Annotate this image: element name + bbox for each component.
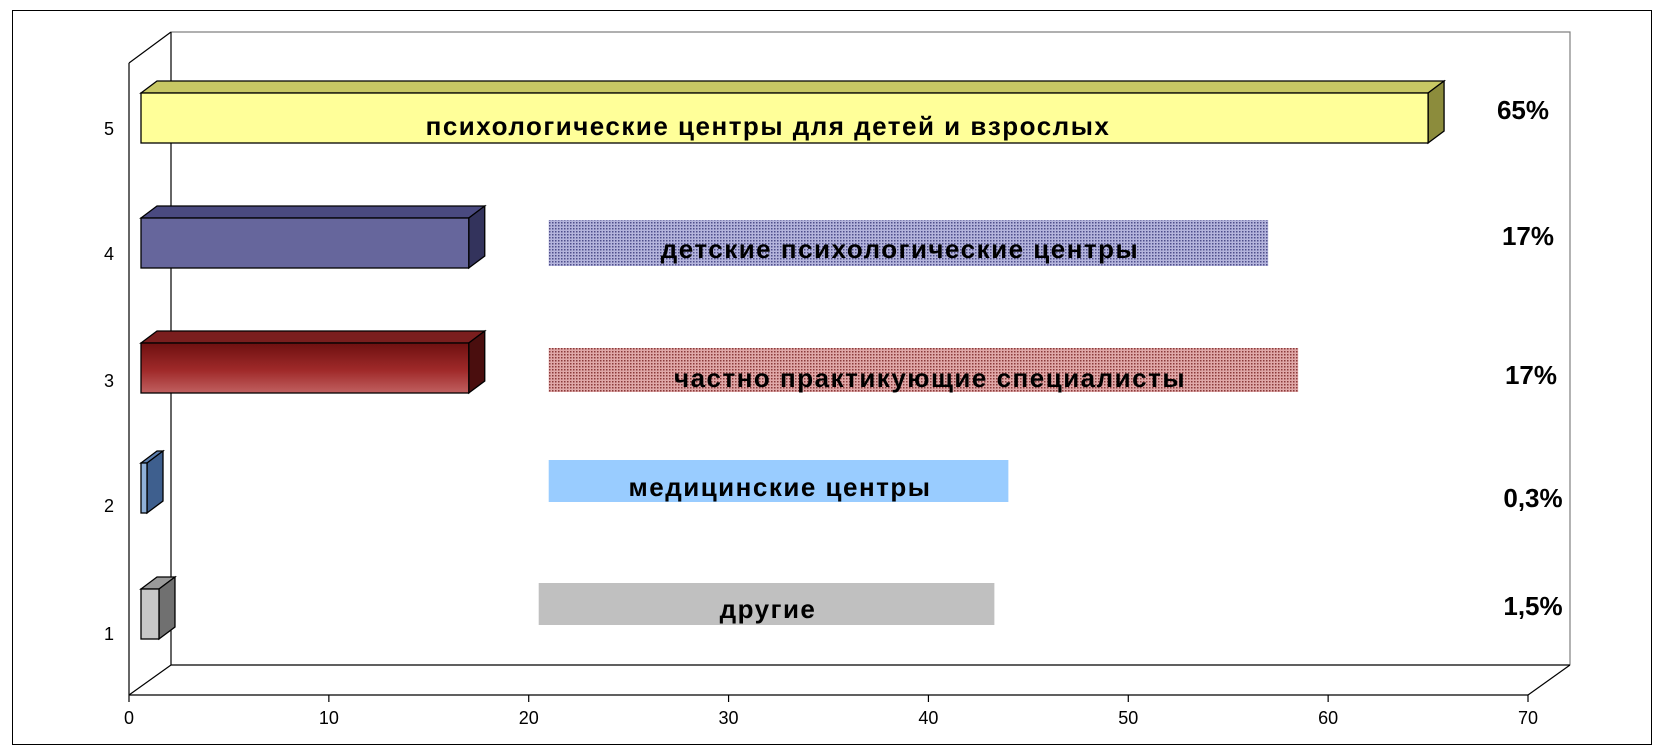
x-tick-label: 0 — [124, 708, 134, 728]
legend-box — [548, 220, 1269, 266]
x-tick-label: 30 — [719, 708, 739, 728]
bar — [139, 449, 165, 515]
bar-face — [140, 92, 1429, 144]
category-label: другие — [720, 594, 817, 624]
y-tick-label: 2 — [104, 496, 114, 516]
x-axis-ticks: 0 10 20 30 40 50 60 70 — [124, 695, 1538, 728]
category-label: психологические центры для детей и взрос… — [426, 111, 1111, 141]
y-tick-label: 1 — [104, 624, 114, 644]
value-label: 17% — [1505, 360, 1557, 390]
category-label: детские психологические центры — [661, 234, 1140, 264]
back-wall — [171, 31, 1571, 665]
bar-face — [140, 462, 148, 514]
value-label: 0,3% — [1503, 483, 1562, 513]
x-tick-label: 40 — [918, 708, 938, 728]
bar-face — [140, 217, 470, 269]
value-label: 17% — [1502, 221, 1554, 251]
bar — [139, 204, 487, 270]
bar — [139, 575, 177, 641]
wall-top-diagonal — [128, 31, 172, 64]
y-tick-label: 5 — [104, 119, 114, 139]
floor-left-diagonal — [128, 664, 172, 696]
inline-legend-boxes — [538, 220, 1299, 625]
bar-top — [139, 80, 1447, 94]
category-label: медицинские центры — [629, 472, 932, 502]
x-tick-label: 20 — [519, 708, 539, 728]
bar — [139, 329, 487, 395]
x-tick-label: 10 — [319, 708, 339, 728]
legend-box — [548, 460, 1009, 502]
bars — [139, 79, 1447, 641]
value-label: 65% — [1497, 95, 1549, 125]
bar-face — [140, 342, 470, 394]
value-labels: 1,5% 0,3% 17% 17% 65% — [1497, 95, 1563, 621]
bar-face — [140, 588, 160, 640]
value-label: 1,5% — [1503, 591, 1562, 621]
y-axis-ticks: 1 2 3 4 5 — [104, 119, 114, 644]
y-tick-label: 4 — [104, 244, 114, 264]
x-tick-label: 70 — [1518, 708, 1538, 728]
x-tick-label: 50 — [1118, 708, 1138, 728]
floor-right-diagonal — [1527, 664, 1571, 696]
x-tick-label: 60 — [1318, 708, 1338, 728]
bar-top — [139, 330, 487, 344]
y-tick-label: 3 — [104, 371, 114, 391]
bar — [139, 79, 1447, 145]
category-labels: другие медицинские центры частно практикую… — [426, 111, 1186, 624]
category-label: частно практикующие специалисты — [674, 363, 1186, 393]
legend-box — [548, 348, 1299, 392]
legend-box — [538, 583, 995, 625]
bar-top — [139, 205, 487, 219]
